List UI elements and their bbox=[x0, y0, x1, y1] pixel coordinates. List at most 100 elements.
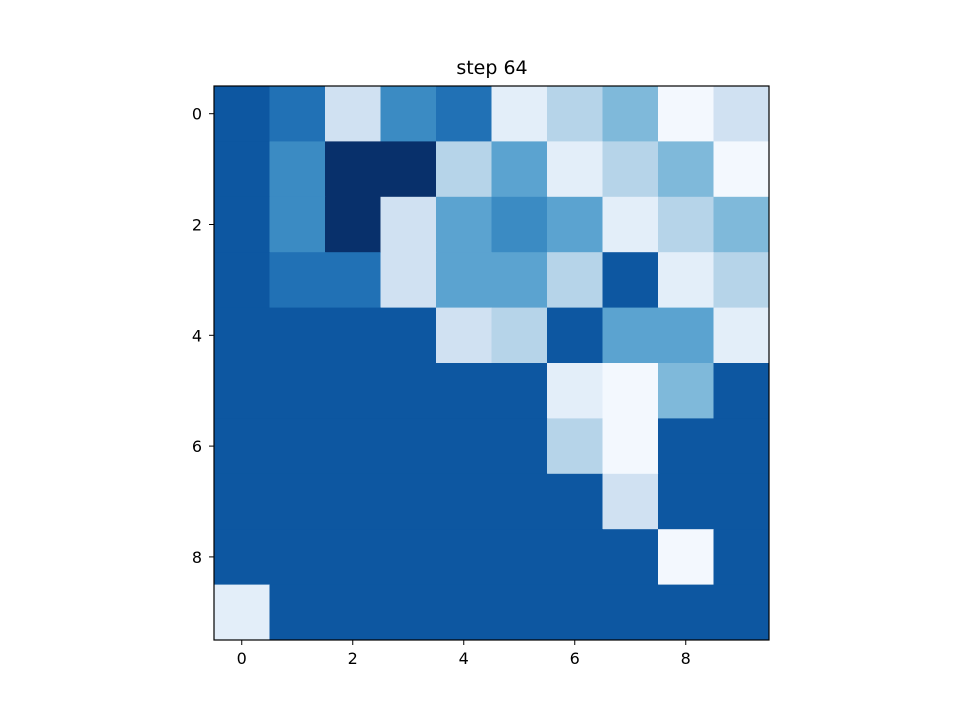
heatmap-cell-r5-c8 bbox=[658, 363, 714, 419]
heatmap-cell-r2-c0 bbox=[214, 196, 270, 253]
heatmap-cell-r4-c6 bbox=[547, 307, 603, 364]
heatmap-cell-r3-c6 bbox=[547, 252, 603, 309]
heatmap-cell-r9-c4 bbox=[436, 584, 492, 641]
heatmap-cell-r8-c5 bbox=[491, 529, 548, 586]
heatmap-cell-r5-c5 bbox=[491, 363, 548, 419]
y-tick-label: 0 bbox=[192, 105, 202, 124]
heatmap-cell-r5-c3 bbox=[380, 363, 437, 419]
heatmap-cell-r9-c5 bbox=[491, 584, 548, 641]
heatmap-cell-r7-c0 bbox=[214, 473, 270, 530]
heatmap-cell-r9-c7 bbox=[602, 584, 659, 641]
heatmap-cell-r4-c9 bbox=[713, 307, 770, 364]
heatmap-cell-r0-c5 bbox=[491, 86, 548, 142]
x-tick-label: 0 bbox=[237, 649, 247, 668]
heatmap-cell-r9-c6 bbox=[547, 584, 603, 641]
heatmap-cell-r4-c4 bbox=[436, 307, 492, 364]
heatmap-cell-r5-c9 bbox=[713, 363, 770, 419]
heatmap-cell-r2-c9 bbox=[713, 196, 770, 253]
heatmap-cell-r3-c2 bbox=[325, 252, 381, 309]
heatmap-cell-r2-c8 bbox=[658, 196, 714, 253]
heatmap-cell-r7-c4 bbox=[436, 473, 492, 530]
heatmap-cell-r1-c0 bbox=[214, 141, 270, 198]
heatmap-cell-r6-c8 bbox=[658, 418, 714, 475]
heatmap-cell-r2-c5 bbox=[491, 196, 548, 253]
heatmap-cell-r9-c0 bbox=[214, 584, 270, 641]
heatmap-cell-r5-c4 bbox=[436, 363, 492, 419]
heatmap-cell-r0-c4 bbox=[436, 86, 492, 142]
heatmap-cell-r2-c1 bbox=[269, 196, 326, 253]
heatmap-cell-r0-c1 bbox=[269, 86, 326, 142]
heatmap-cell-r9-c8 bbox=[658, 584, 714, 641]
heatmap-cell-r8-c4 bbox=[436, 529, 492, 586]
heatmap-cell-r3-c3 bbox=[380, 252, 437, 309]
heatmap-cell-r6-c1 bbox=[269, 418, 326, 475]
heatmap-cell-r0-c6 bbox=[547, 86, 603, 142]
heatmap-cell-r2-c6 bbox=[547, 196, 603, 253]
heatmap-cell-r5-c6 bbox=[547, 363, 603, 419]
heatmap-cell-r6-c2 bbox=[325, 418, 381, 475]
heatmap-cell-r2-c3 bbox=[380, 196, 437, 253]
heatmap-cell-r0-c9 bbox=[713, 86, 770, 142]
heatmap-cell-r8-c7 bbox=[602, 529, 659, 586]
heatmap-cell-r6-c6 bbox=[547, 418, 603, 475]
axes-frame bbox=[213, 85, 770, 641]
x-tick-label: 2 bbox=[348, 649, 358, 668]
heatmap-cell-r4-c2 bbox=[325, 307, 381, 364]
heatmap-cell-r7-c2 bbox=[325, 473, 381, 530]
heatmap-cell-r2-c2 bbox=[325, 196, 381, 253]
heatmap-cell-r8-c3 bbox=[380, 529, 437, 586]
x-tick-label: 8 bbox=[681, 649, 691, 668]
heatmap-cell-r7-c9 bbox=[713, 473, 770, 530]
heatmap-cell-r7-c5 bbox=[491, 473, 548, 530]
heatmap-cell-r6-c4 bbox=[436, 418, 492, 475]
heatmap-cell-r1-c7 bbox=[602, 141, 659, 198]
heatmap-cell-r3-c4 bbox=[436, 252, 492, 309]
heatmap-cell-r3-c7 bbox=[602, 252, 659, 309]
heatmap-cell-r3-c1 bbox=[269, 252, 326, 309]
heatmap-cell-r3-c0 bbox=[214, 252, 270, 309]
heatmap-cell-r5-c1 bbox=[269, 363, 326, 419]
heatmap-cell-r9-c9 bbox=[713, 584, 770, 641]
heatmap-cell-r9-c1 bbox=[269, 584, 326, 641]
heatmap-cell-r1-c6 bbox=[547, 141, 603, 198]
heatmap-cell-r2-c7 bbox=[602, 196, 659, 253]
heatmap-cell-r8-c2 bbox=[325, 529, 381, 586]
heatmap-cell-r0-c7 bbox=[602, 86, 659, 142]
heatmap-cell-r1-c1 bbox=[269, 141, 326, 198]
heatmap-cell-r0-c2 bbox=[325, 86, 381, 142]
heatmap-cell-r1-c4 bbox=[436, 141, 492, 198]
heatmap-cell-r4-c3 bbox=[380, 307, 437, 364]
heatmap-cell-r6-c0 bbox=[214, 418, 270, 475]
heatmap-cell-r1-c8 bbox=[658, 141, 714, 198]
heatmap-cell-r7-c1 bbox=[269, 473, 326, 530]
heatmap-cell-r4-c7 bbox=[602, 307, 659, 364]
heatmap-cell-r5-c2 bbox=[325, 363, 381, 419]
heatmap-cell-r1-c5 bbox=[491, 141, 548, 198]
heatmap-cell-r6-c7 bbox=[602, 418, 659, 475]
y-tick-label: 8 bbox=[192, 548, 202, 567]
y-tick-label: 4 bbox=[192, 326, 202, 345]
heatmap-cell-r8-c1 bbox=[269, 529, 326, 586]
heatmap-cell-r4-c8 bbox=[658, 307, 714, 364]
heatmap-cell-r1-c9 bbox=[713, 141, 770, 198]
heatmap-cell-r5-c7 bbox=[602, 363, 659, 419]
heatmap-cell-r7-c8 bbox=[658, 473, 714, 530]
heatmap-cell-r9-c3 bbox=[380, 584, 437, 641]
y-axis: 0 2 4 6 8 bbox=[192, 105, 214, 567]
heatmap-cell-r3-c5 bbox=[491, 252, 548, 309]
heatmap-cells bbox=[214, 86, 770, 641]
heatmap-cell-r8-c8 bbox=[658, 529, 714, 586]
heatmap-cell-r6-c9 bbox=[713, 418, 770, 475]
heatmap-cell-r2-c4 bbox=[436, 196, 492, 253]
heatmap-cell-r8-c0 bbox=[214, 529, 270, 586]
heatmap-cell-r9-c2 bbox=[325, 584, 381, 641]
heatmap-cell-r8-c6 bbox=[547, 529, 603, 586]
x-axis: 0 2 4 6 8 bbox=[237, 640, 691, 668]
heatmap-cell-r7-c3 bbox=[380, 473, 437, 530]
heatmap-cell-r0-c0 bbox=[214, 86, 270, 142]
heatmap-cell-r0-c8 bbox=[658, 86, 714, 142]
heatmap-cell-r6-c3 bbox=[380, 418, 437, 475]
y-tick-label: 6 bbox=[192, 437, 202, 456]
